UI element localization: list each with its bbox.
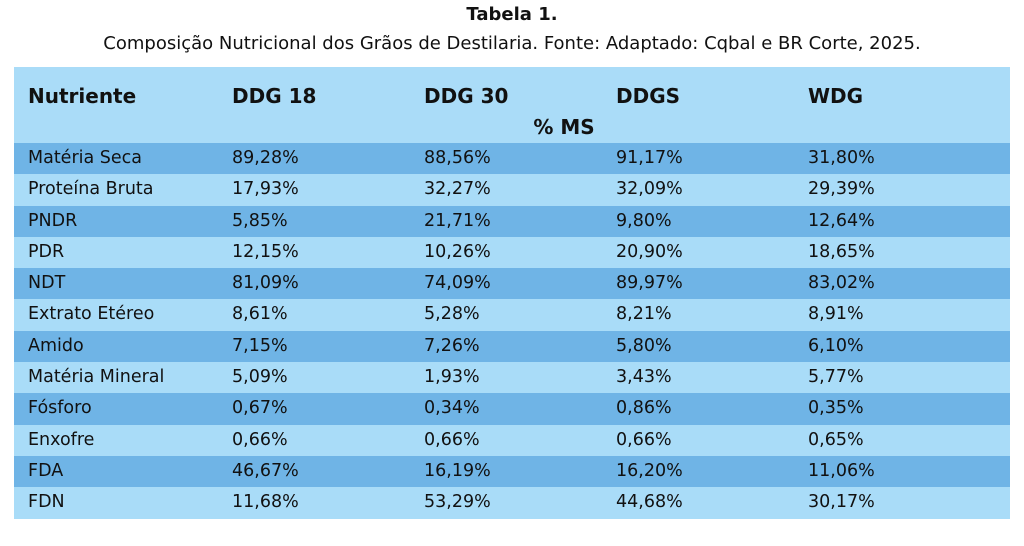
table-row: FDA 46,67% 16,19% 16,20% 11,06%	[14, 455, 1010, 488]
value-cell: 32,09%	[616, 179, 683, 200]
value-cell: 89,28%	[232, 148, 299, 168]
value-cell: 12,15%	[232, 241, 299, 262]
nutrient-name-cell: Extrato Etéreo	[28, 304, 155, 325]
value-cell: 5,77%	[808, 367, 864, 388]
value-cell: 5,80%	[616, 335, 672, 356]
value-cell: 91,17%	[616, 148, 683, 168]
value-cell: 0,66%	[232, 429, 288, 450]
header-nutriente: Nutriente	[28, 84, 137, 108]
value-cell: 11,06%	[808, 460, 875, 481]
value-cell: 46,67%	[232, 460, 299, 481]
table-row: NDT 81,09% 74,09% 89,97% 83,02%	[14, 268, 1010, 300]
table-body: Matéria Seca 89,28% 88,56% 91,17% 31,80% Prot…	[14, 143, 1010, 519]
value-cell: 16,19%	[424, 460, 491, 481]
value-cell: 0,65%	[808, 429, 864, 450]
value-cell: 89,97%	[616, 273, 683, 294]
value-cell: 88,56%	[424, 148, 491, 168]
nutrient-name-cell: Matéria Seca	[28, 148, 143, 168]
table-caption-subtitle: Composição Nutricional dos Grãos de Dest…	[103, 33, 921, 54]
table-header: Nutriente DDG 18 DDG 30 DDGS WDG % MS	[14, 67, 1010, 143]
table-row: Enxofre 0,66% 0,66% 0,66% 0,65%	[14, 424, 1010, 456]
value-cell: 81,09%	[232, 273, 299, 294]
header-unit: % MS	[533, 115, 595, 139]
nutrient-name-cell: PDR	[28, 241, 65, 262]
table-row: Proteína Bruta 17,93% 32,27% 32,09% 29,39%	[14, 174, 1010, 206]
value-cell: 29,39%	[808, 179, 875, 200]
table-row: PDR 12,15% 10,26% 20,90% 18,65%	[14, 236, 1010, 269]
value-cell: 7,15%	[232, 335, 288, 356]
table-row: Matéria Seca 89,28% 88,56% 91,17% 31,80%	[14, 143, 1010, 175]
value-cell: 11,68%	[232, 492, 299, 513]
value-cell: 10,26%	[424, 241, 491, 262]
value-cell: 8,61%	[232, 304, 288, 325]
nutrition-table: Nutriente DDG 18 DDG 30 DDGS WDG % MS Ma…	[14, 67, 1010, 519]
value-cell: 30,17%	[808, 492, 875, 513]
value-cell: 83,02%	[808, 273, 875, 294]
value-cell: 16,20%	[616, 460, 683, 481]
value-cell: 17,93%	[232, 179, 299, 200]
nutrient-name-cell: Enxofre	[28, 429, 95, 450]
table-row: PNDR 5,85% 21,71% 9,80% 12,64%	[14, 205, 1010, 237]
value-cell: 1,93%	[424, 367, 480, 388]
table-row: FDN 11,68% 53,29% 44,68% 30,17%	[14, 487, 1010, 519]
nutrient-name-cell: FDA	[28, 460, 64, 481]
value-cell: 8,91%	[808, 304, 864, 325]
value-cell: 8,21%	[616, 304, 672, 325]
value-cell: 32,27%	[424, 179, 491, 200]
value-cell: 7,26%	[424, 335, 480, 356]
header-ddg18: DDG 18	[232, 84, 317, 108]
value-cell: 0,67%	[232, 398, 288, 419]
nutrient-name-cell: PNDR	[28, 210, 78, 231]
table-caption-title: Tabela 1.	[466, 4, 558, 25]
header-wdg: WDG	[808, 84, 864, 108]
value-cell: 9,80%	[616, 210, 672, 231]
header-ddg30: DDG 30	[424, 84, 509, 108]
value-cell: 20,90%	[616, 241, 683, 262]
value-cell: 74,09%	[424, 273, 491, 294]
table-row: Extrato Etéreo 8,61% 5,28% 8,21% 8,91%	[14, 299, 1010, 331]
value-cell: 5,09%	[232, 367, 288, 388]
table-row: Matéria Mineral 5,09% 1,93% 3,43% 5,77%	[14, 362, 1010, 394]
header-ddgs: DDGS	[616, 84, 681, 108]
value-cell: 3,43%	[616, 367, 672, 388]
nutrient-name-cell: Amido	[28, 335, 84, 356]
nutrient-name-cell: Fósforo	[28, 398, 92, 419]
nutrient-name-cell: NDT	[28, 273, 66, 294]
value-cell: 0,35%	[808, 398, 864, 419]
table-row: Amido 7,15% 7,26% 5,80% 6,10%	[14, 330, 1010, 363]
value-cell: 0,34%	[424, 398, 480, 419]
nutrient-name-cell: Matéria Mineral	[28, 367, 165, 388]
nutrient-name-cell: FDN	[28, 492, 65, 513]
value-cell: 5,28%	[424, 304, 480, 325]
value-cell: 6,10%	[808, 335, 864, 356]
value-cell: 0,86%	[616, 398, 672, 419]
value-cell: 0,66%	[616, 429, 672, 450]
nutrient-name-cell: Proteína Bruta	[28, 179, 154, 200]
value-cell: 18,65%	[808, 241, 875, 262]
table-row: Fósforo 0,67% 0,34% 0,86% 0,35%	[14, 393, 1010, 425]
value-cell: 31,80%	[808, 148, 875, 168]
value-cell: 12,64%	[808, 210, 875, 231]
value-cell: 21,71%	[424, 210, 491, 231]
value-cell: 5,85%	[232, 210, 288, 231]
value-cell: 53,29%	[424, 492, 491, 513]
value-cell: 0,66%	[424, 429, 480, 450]
value-cell: 44,68%	[616, 492, 683, 513]
